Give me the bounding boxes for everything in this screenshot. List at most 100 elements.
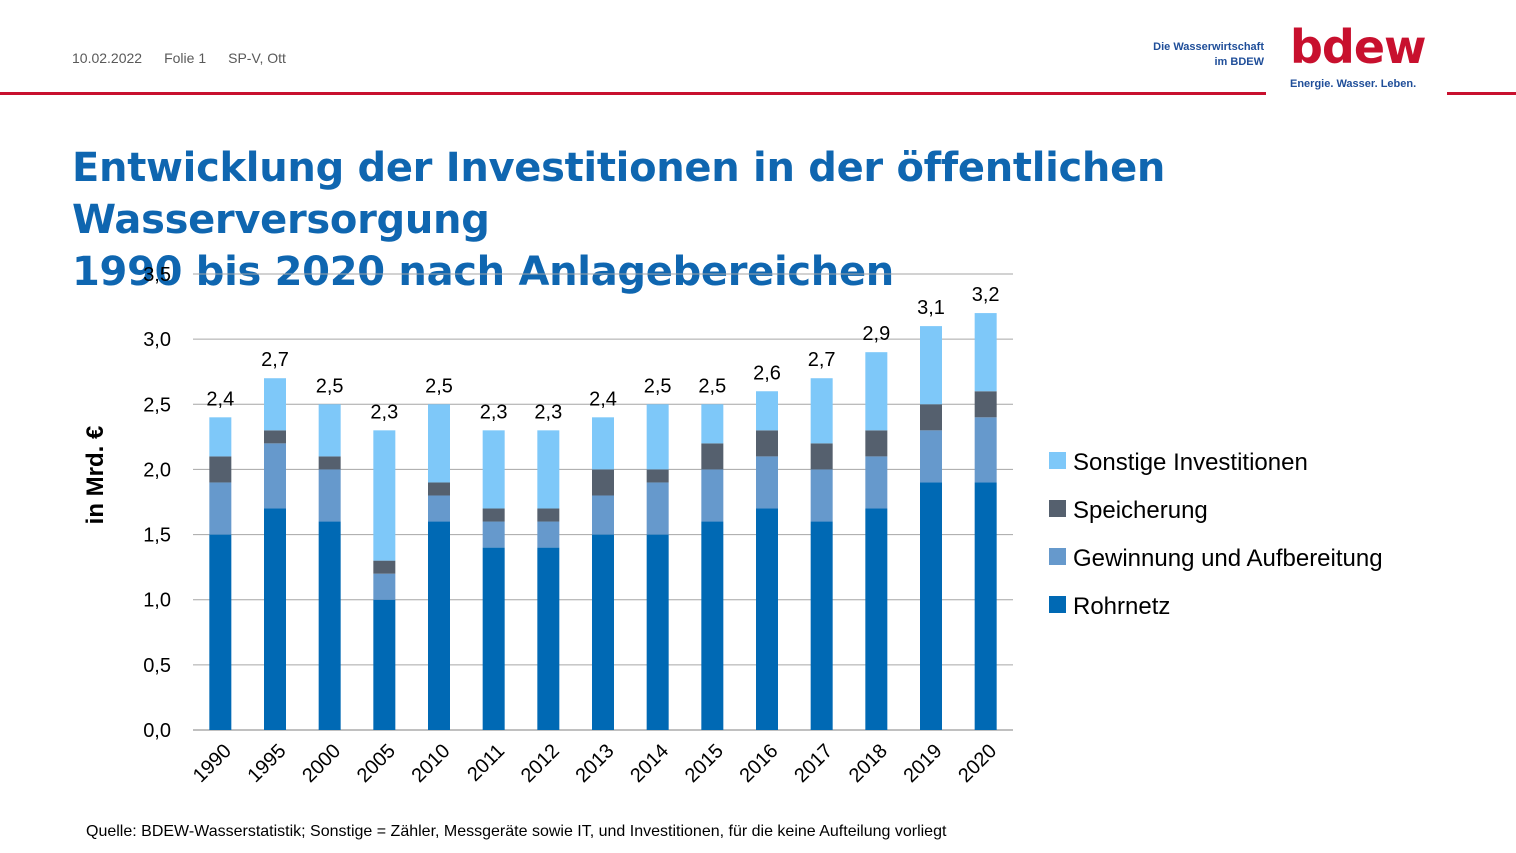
bar-segment-rohrnetz (920, 482, 942, 730)
bar-segment-sonstige-investitionen (482, 430, 505, 509)
bar-segment-speicherung (810, 443, 833, 470)
bar-segment-gewinnung-und-aufbereitung (592, 495, 614, 535)
x-tick-label: 2019 (900, 740, 947, 787)
brand-tagline-line1: Die Wasserwirtschaft (1153, 41, 1264, 53)
bar-total-label: 2,5 (644, 375, 672, 397)
bar-segment-gewinnung-und-aufbereitung (373, 573, 396, 600)
page-title-line2: 1990 bis 2020 nach Anlagebereichen (72, 249, 894, 295)
legend-label: Speicherung (1073, 497, 1208, 524)
bar-total-label: 2,3 (370, 401, 398, 423)
bar-segment-rohrnetz (482, 547, 505, 730)
x-tick-label: 2020 (954, 740, 1001, 787)
bar-segment-sonstige-investitionen (209, 417, 232, 457)
legend-label: Gewinnung und Aufbereitung (1073, 545, 1383, 572)
bar-segment-rohrnetz (264, 508, 286, 730)
bar-segment-sonstige-investitionen (264, 378, 286, 431)
x-tick-label: 2018 (845, 740, 892, 787)
bar-segment-speicherung (428, 482, 450, 496)
slide-number: Folie 1 (164, 50, 207, 66)
bar-segment-speicherung (264, 430, 286, 444)
bar-segment-sonstige-investitionen (537, 430, 560, 509)
bar-total-label: 2,7 (261, 349, 289, 371)
x-tick-label: 2010 (408, 740, 455, 787)
x-tick-label: 2013 (572, 740, 619, 787)
x-tick-label: 2011 (463, 740, 509, 786)
x-tick-label: 2016 (736, 740, 783, 787)
bar-total-label: 2,5 (698, 375, 726, 397)
bar-segment-speicherung (209, 456, 232, 483)
y-tick-label: 2,0 (143, 459, 171, 481)
bar-total-label: 2,6 (753, 362, 781, 384)
bar-total-label: 2,7 (808, 349, 836, 371)
bar-segment-speicherung (537, 508, 560, 522)
x-tick-label: 1990 (189, 740, 236, 787)
bar-segment-gewinnung-und-aufbereitung (646, 482, 669, 535)
bar-segment-sonstige-investitionen (974, 313, 997, 392)
legend-label: Sonstige Investitionen (1073, 449, 1308, 476)
brand-tagline-line2: im BDEW (1214, 56, 1265, 68)
legend-label: Rohrnetz (1073, 593, 1170, 620)
bar-segment-gewinnung-und-aufbereitung (209, 482, 232, 535)
y-tick-label: 3,0 (143, 329, 171, 351)
bar-segment-speicherung (482, 508, 505, 522)
bar-segment-gewinnung-und-aufbereitung (810, 469, 833, 522)
y-tick-label: 3,5 (143, 264, 171, 286)
source-note: Quelle: BDEW-Wasserstatistik; Sonstige =… (86, 823, 947, 840)
x-tick-label: 2012 (517, 740, 564, 787)
bar-segment-sonstige-investitionen (646, 404, 669, 470)
bar-total-label: 2,5 (316, 375, 344, 397)
bar-total-label: 3,1 (917, 297, 945, 319)
bar-segment-speicherung (974, 391, 997, 418)
logo-subtitle: Energie. Wasser. Leben. (1290, 78, 1417, 90)
y-tick-label: 1,5 (143, 525, 171, 547)
bar-segment-speicherung (701, 443, 724, 470)
bar-segment-rohrnetz (318, 521, 341, 730)
bar-segment-sonstige-investitionen (810, 378, 833, 444)
x-tick-label: 2000 (298, 740, 345, 787)
page-title-line1: Entwicklung der Investitionen in der öff… (72, 145, 1166, 243)
page-title: Entwicklung der Investitionen in der öff… (72, 142, 1472, 298)
y-tick-label: 0,5 (143, 655, 171, 677)
bar-segment-sonstige-investitionen (865, 352, 888, 431)
bar-segment-speicherung (920, 404, 942, 431)
bar-segment-sonstige-investitionen (318, 404, 341, 457)
bar-segment-rohrnetz (701, 521, 724, 730)
bar-segment-sonstige-investitionen (373, 430, 396, 561)
slide-date: 10.02.2022 (72, 50, 143, 66)
bar-segment-rohrnetz (373, 599, 396, 730)
header-divider-right (1447, 92, 1516, 95)
legend-swatch (1049, 452, 1066, 469)
x-tick-label: 1995 (244, 740, 291, 787)
y-tick-label: 0,0 (143, 720, 171, 742)
bar-segment-speicherung (646, 469, 669, 483)
bar-segment-speicherung (865, 430, 888, 457)
bar-segment-speicherung (756, 430, 778, 457)
bar-segment-rohrnetz (865, 508, 888, 730)
bar-segment-gewinnung-und-aufbereitung (428, 495, 450, 522)
bar-segment-rohrnetz (646, 534, 669, 730)
bar-segment-speicherung (373, 560, 396, 574)
bar-segment-gewinnung-und-aufbereitung (865, 456, 888, 509)
bar-total-label: 3,2 (972, 284, 1000, 306)
bar-segment-gewinnung-und-aufbereitung (756, 456, 778, 509)
bar-segment-rohrnetz (756, 508, 778, 730)
bar-total-label: 2,9 (862, 323, 890, 345)
bar-segment-gewinnung-und-aufbereitung (264, 443, 286, 509)
bar-total-label: 2,3 (534, 401, 562, 423)
bar-segment-rohrnetz (592, 534, 614, 730)
bar-segment-sonstige-investitionen (920, 326, 942, 405)
bar-segment-sonstige-investitionen (701, 404, 724, 444)
bar-segment-sonstige-investitionen (756, 391, 778, 431)
bar-segment-rohrnetz (974, 482, 997, 730)
bar-segment-gewinnung-und-aufbereitung (318, 469, 341, 522)
x-tick-label: 2015 (681, 740, 728, 787)
x-tick-label: 2014 (626, 740, 673, 787)
legend-swatch (1049, 500, 1066, 517)
slide-author: SP-V, Ott (228, 50, 286, 66)
bar-segment-gewinnung-und-aufbereitung (482, 521, 505, 548)
bar-segment-sonstige-investitionen (428, 404, 450, 483)
x-tick-label: 2017 (790, 740, 837, 787)
y-axis-label: in Mrd. € (82, 426, 109, 525)
bar-segment-speicherung (592, 469, 614, 496)
